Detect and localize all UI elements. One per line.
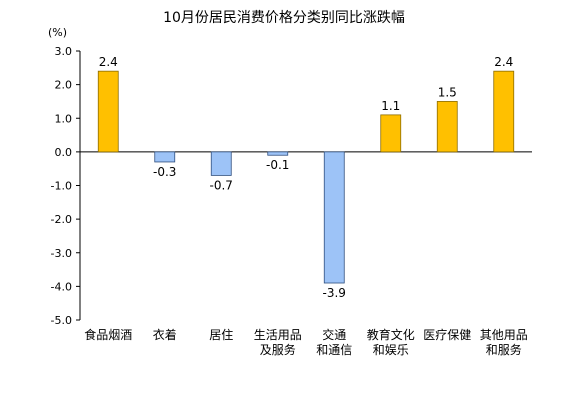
bar	[323, 151, 345, 284]
category-label: 和娱乐	[373, 343, 409, 357]
bars	[97, 70, 515, 284]
bar	[210, 151, 232, 176]
category-label: 交通	[322, 327, 346, 342]
y-tick-label: -3.0	[51, 247, 72, 260]
data-label: -3.9	[323, 286, 346, 300]
data-label: -0.3	[153, 165, 176, 179]
bar	[493, 70, 515, 153]
category-label: 其他用品	[480, 328, 528, 342]
bar	[267, 151, 289, 156]
y-axis-unit: (%)	[48, 26, 67, 39]
category-label: 教育文化	[367, 327, 415, 342]
y-tick-label: 3.0	[55, 45, 73, 58]
category-label: 食品烟酒	[84, 327, 132, 342]
bar	[380, 114, 402, 153]
category-label: 和通信	[316, 343, 352, 357]
y-tick-label: 2.0	[55, 79, 73, 92]
axes: 3.0 2.0 1.0 0.0 -1.0 -2.0 -3.0 -4.0 -5.0	[51, 45, 532, 327]
y-tick-label: -5.0	[51, 314, 72, 327]
category-label: 居住	[209, 328, 233, 342]
bar	[97, 70, 119, 153]
y-tick-label: 1.0	[55, 112, 73, 125]
category-label: 和服务	[486, 342, 522, 357]
chart-title: 10月份居民消费价格分类别同比涨跌幅	[163, 10, 405, 26]
data-label: 1.1	[381, 99, 400, 113]
category-label: 医疗保健	[423, 328, 471, 342]
category-label: 及服务	[260, 342, 296, 357]
y-tick-label: -4.0	[51, 280, 72, 293]
y-tick-label: 0.0	[55, 146, 73, 159]
y-tick-label: -1.0	[51, 180, 72, 193]
category-label: 衣着	[153, 327, 177, 342]
y-tick-label: -2.0	[51, 213, 72, 226]
data-labels: 2.4 -0.3 -0.7 -0.1 -3.9 1.1 1.5 2.4	[99, 55, 514, 300]
data-label: 2.4	[494, 55, 513, 69]
data-label: 1.5	[438, 85, 457, 99]
bar	[154, 151, 176, 163]
category-label: 生活用品	[254, 328, 302, 342]
data-label: -0.7	[210, 178, 233, 192]
data-label: -0.1	[266, 158, 289, 172]
data-label: 2.4	[99, 55, 118, 69]
bar	[436, 101, 458, 153]
